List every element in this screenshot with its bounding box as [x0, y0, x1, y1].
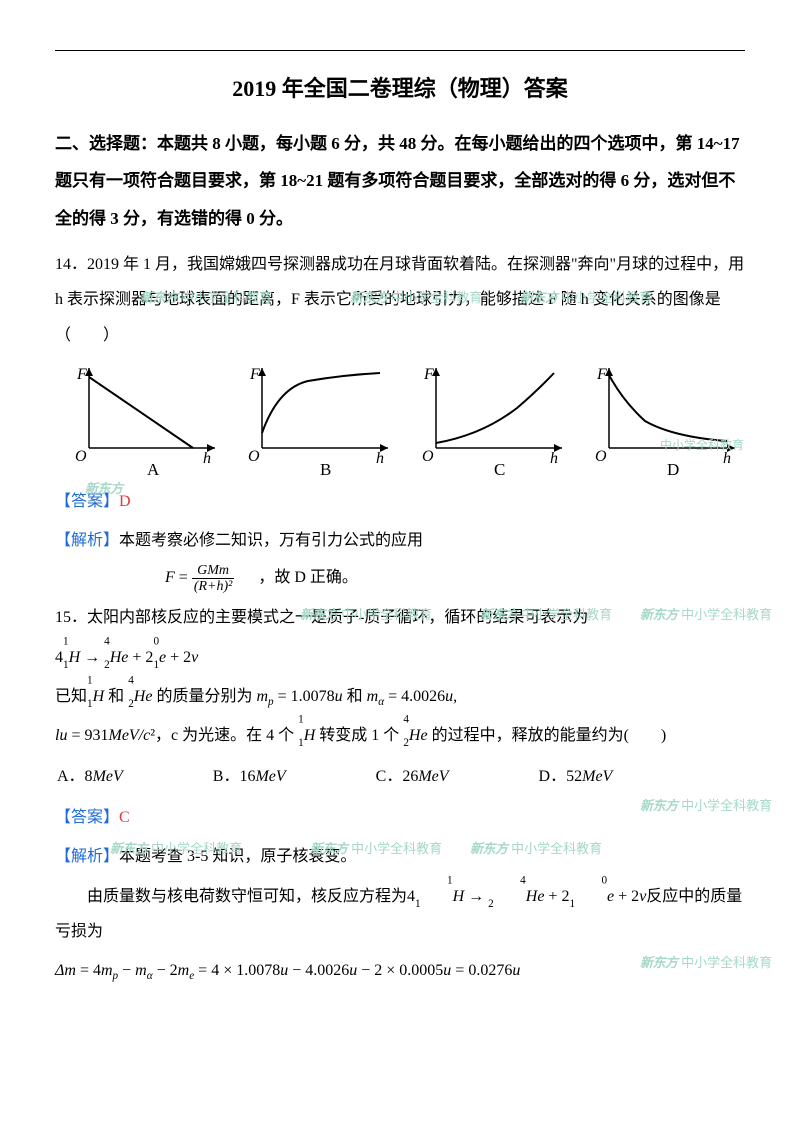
section-header: 二、选择题：本题共 8 小题，每小题 6 分，共 48 分。在每小题给出的四个选… [55, 125, 745, 237]
answer-value: D [119, 493, 131, 510]
svg-text:D: D [667, 460, 679, 478]
q15-delta-m: Δm = 4mp − mα − 2me = 4 × 1.0078u − 4.00… [55, 953, 745, 988]
svg-text:h: h [550, 450, 558, 467]
q15-choices: A．8MeV B．16MeV C．26MeV D．52MeV [57, 759, 745, 794]
analysis-text: 本题考察必修二知识，万有引力公式的应用 [119, 532, 423, 549]
svg-text:h: h [376, 450, 384, 467]
answer-label: 【答案】 [55, 809, 119, 826]
svg-text:B: B [320, 460, 331, 478]
svg-text:F: F [249, 366, 260, 383]
analysis-text: 本题考查 3-5 知识，原子核衰变。 [119, 848, 356, 865]
svg-text:F: F [76, 366, 87, 383]
top-rule [55, 50, 745, 51]
svg-text:O: O [595, 448, 607, 465]
svg-text:C: C [494, 460, 505, 478]
chart-c: F O h C [422, 363, 572, 478]
q14-answer: 【答案】D [55, 484, 745, 519]
chart-a: F O h A [75, 363, 225, 478]
q15-analysis: 【解析】本题考查 3-5 知识，原子核衰变。 [55, 839, 745, 874]
svg-text:A: A [147, 460, 160, 478]
svg-text:O: O [75, 448, 87, 465]
svg-text:F: F [596, 366, 607, 383]
q14-formula: F = GMm(R+h)² ，故 D 正确。 [165, 562, 745, 594]
choice-c: C．26MeV [376, 759, 449, 794]
chart-d: F O h D [595, 363, 745, 478]
q15-analysis-p2: 由质量数与核电荷数守恒可知，核反应方程为411H → 42He + 201e +… [55, 879, 745, 949]
choice-b: B．16MeV [213, 759, 286, 794]
q15-answer: 【答案】C [55, 800, 745, 835]
q15-known: 已知11H 和 42He 的质量分别为 mp = 1.0078u 和 mα = … [55, 679, 745, 714]
q15-text: 15．太阳内部核反应的主要模式之一是质子-质子循环，循环的结果可表示为 [55, 600, 745, 635]
choice-d: D．52MeV [539, 759, 613, 794]
q15-eq1: 411H → 42He + 201e + 2v [55, 640, 745, 675]
chart-b: F O h B [248, 363, 398, 478]
svg-text:O: O [422, 448, 434, 465]
choice-a: A．8MeV [57, 759, 123, 794]
answer-value: C [119, 809, 130, 826]
svg-text:O: O [248, 448, 260, 465]
q14-text: 14．2019 年 1 月，我国嫦娥四号探测器成功在月球背面软着陆。在探测器"奔… [55, 247, 745, 353]
q14-analysis: 【解析】本题考察必修二知识，万有引力公式的应用 [55, 523, 745, 558]
svg-text:h: h [203, 450, 211, 467]
q15-line3: lu = 931MeV/c²，c 为光速。在 4 个 11H 转变成 1 个 4… [55, 718, 745, 753]
svg-text:h: h [723, 450, 731, 467]
answer-label: 【答案】 [55, 493, 119, 510]
analysis-label: 【解析】 [55, 848, 119, 865]
page-title: 2019 年全国二卷理综（物理）答案 [55, 71, 745, 103]
q14-charts: F O h A F O h B F O h C F O h D [75, 363, 745, 478]
svg-text:F: F [423, 366, 434, 383]
analysis-label: 【解析】 [55, 532, 119, 549]
